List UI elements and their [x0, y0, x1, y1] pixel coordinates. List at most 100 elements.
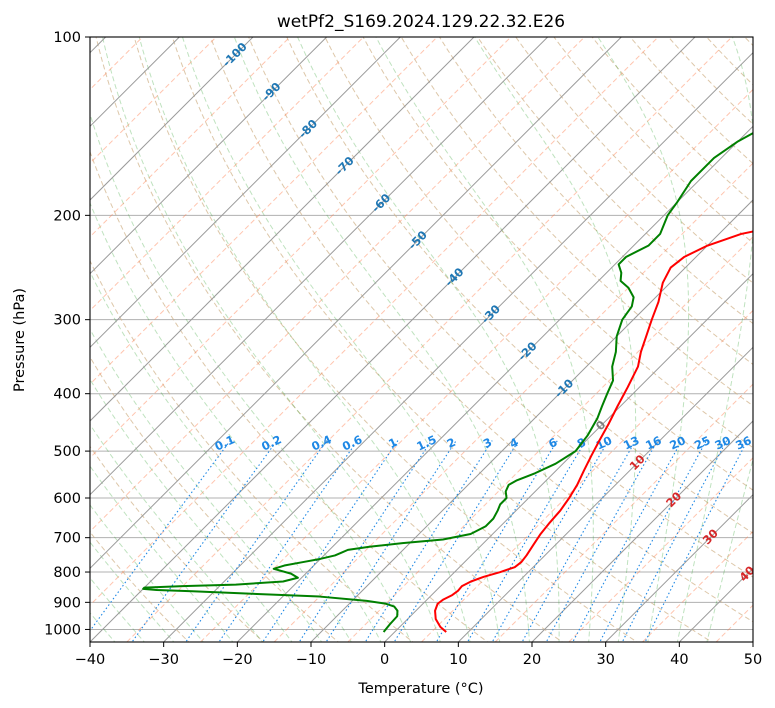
- isotherm-dashed: [347, 236, 753, 642]
- isotherm-line: [752, 641, 753, 642]
- isotherm-label: 30: [700, 526, 721, 547]
- moist-adiabat: [90, 112, 412, 642]
- dry-adiabat: [90, 531, 190, 642]
- x-tick-label: −40: [75, 652, 106, 668]
- pressure-gridlines: [90, 37, 753, 630]
- dry-adiabat: [90, 356, 339, 642]
- dry-adiabat: [400, 37, 753, 407]
- mixing-ratio-line: [185, 440, 328, 642]
- mixing-ratio-label: 3: [481, 435, 494, 451]
- isotherms: [90, 37, 753, 642]
- mixing-ratio-label: 0.2: [259, 432, 283, 453]
- isotherm-label: -30: [478, 302, 503, 327]
- isotherm-line: [90, 37, 696, 642]
- mixing-ratio-line: [621, 440, 728, 642]
- mixing-ratio-line: [364, 440, 493, 642]
- moist-adiabat: [297, 37, 560, 642]
- moist-adiabat: [90, 541, 175, 642]
- mixing-ratio-label: 13: [621, 433, 641, 452]
- isotherm-dashed: [715, 604, 753, 642]
- mixing-ratio-line: [325, 440, 457, 642]
- dry-adiabat: [133, 37, 638, 642]
- mixing-ratio-line: [572, 440, 683, 642]
- dry-adiabat: [209, 37, 753, 623]
- isotherm-line: [605, 493, 753, 642]
- moist-adiabat: [375, 37, 594, 642]
- mixing-ratio-labels: 0.1 0.2 0.4 0.6 1 1.5 2 3 4 6 8 10 13 16 20 25 30 36: [212, 432, 753, 453]
- mixing-ratio-line: [491, 440, 609, 642]
- mixing-ratio-line: [435, 440, 558, 642]
- dry-adiabat: [95, 37, 564, 642]
- moist-adiabat: [90, 328, 323, 642]
- mixing-ratio-label: 1: [386, 435, 399, 451]
- mixing-ratio-line: [90, 440, 231, 632]
- x-tick-label: 30: [596, 652, 614, 668]
- dry-adiabat: [438, 37, 753, 366]
- mixing-ratio-label: 0.1: [212, 432, 236, 453]
- isotherm-line: [457, 346, 753, 642]
- dry-adiabat: [744, 37, 753, 47]
- moist-adiabat: [90, 465, 234, 642]
- mixing-ratio-label: 2: [445, 435, 458, 451]
- y-tick-label: 900: [53, 595, 81, 611]
- dry-adiabat: [286, 37, 753, 534]
- dry-adiabat: [90, 150, 489, 642]
- moist-adiabats: [90, 37, 753, 642]
- isotherm-line: [678, 567, 753, 642]
- dry-adiabat: [770, 24, 775, 645]
- mixing-ratio-label: 20: [667, 433, 687, 452]
- isotherm-dashed: [273, 162, 753, 642]
- dry-adiabat: [90, 445, 265, 642]
- isotherm-line: [531, 420, 753, 642]
- mixing-ratio-line: [262, 440, 399, 642]
- moist-adiabat: [90, 504, 204, 642]
- dry-adiabat: [629, 37, 753, 165]
- isotherm-dashed: [90, 37, 291, 238]
- isotherm-line: [90, 37, 549, 496]
- moist-adiabat: [90, 378, 293, 642]
- mixing-ratio-label: 36: [733, 433, 753, 452]
- mixing-ratio-line: [466, 440, 587, 642]
- x-tick-label: 20: [523, 652, 541, 668]
- isotherm-dashed: [90, 37, 217, 164]
- mixing-ratio-label: 25: [692, 433, 712, 452]
- y-tick-label: 600: [53, 491, 81, 507]
- x-tick-label: −30: [148, 652, 179, 668]
- moist-adiabat: [474, 37, 637, 642]
- x-tick-label: 10: [449, 652, 467, 668]
- mixing-ratio-label: 0.6: [340, 432, 364, 453]
- isotherm-dashed: [90, 37, 512, 459]
- y-tick-label: 800: [53, 565, 81, 581]
- isotherm-dashed: [421, 309, 753, 642]
- moist-adiabat: [90, 423, 264, 642]
- isotherm-dashed: [90, 37, 659, 606]
- mixing-ratio-label: 10: [594, 433, 614, 452]
- isotherm-label: -90: [259, 79, 284, 104]
- dry-adiabat: [90, 259, 414, 642]
- isotherm-line: [90, 37, 401, 349]
- x-tick-label: −20: [222, 652, 253, 668]
- y-axis-label: Pressure (hPa): [12, 288, 28, 392]
- isotherm-dashed: [90, 37, 364, 312]
- y-tick-label: 1000: [44, 622, 81, 638]
- y-tick-label: 700: [53, 531, 81, 547]
- temperature-line: [434, 230, 753, 633]
- dry-adiabat: [248, 37, 753, 578]
- dry-adiabat: [705, 37, 753, 86]
- isotherm-line: [384, 272, 753, 642]
- moist-adiabat: [90, 270, 352, 642]
- mixing-ratio-line: [298, 440, 432, 642]
- isotherm-line: [90, 37, 328, 275]
- moist-adiabat: [233, 37, 530, 642]
- y-tick-label: 100: [53, 30, 81, 46]
- mixing-ratio-lines: [90, 440, 748, 642]
- mixing-ratio-line: [131, 440, 278, 642]
- isotherm-line: [310, 199, 753, 642]
- mixing-ratio-line: [521, 440, 637, 642]
- x-axis: −40 −30 −20 −10 0 10 20 30 40 50: [75, 642, 762, 668]
- y-axis: 100 200 300 400 500 600 700 800 900 1000: [44, 30, 90, 638]
- moist-adiabat: [706, 457, 753, 642]
- plot-area: -100-90-80-70-60-50-40-30-20-10010203040…: [90, 24, 775, 645]
